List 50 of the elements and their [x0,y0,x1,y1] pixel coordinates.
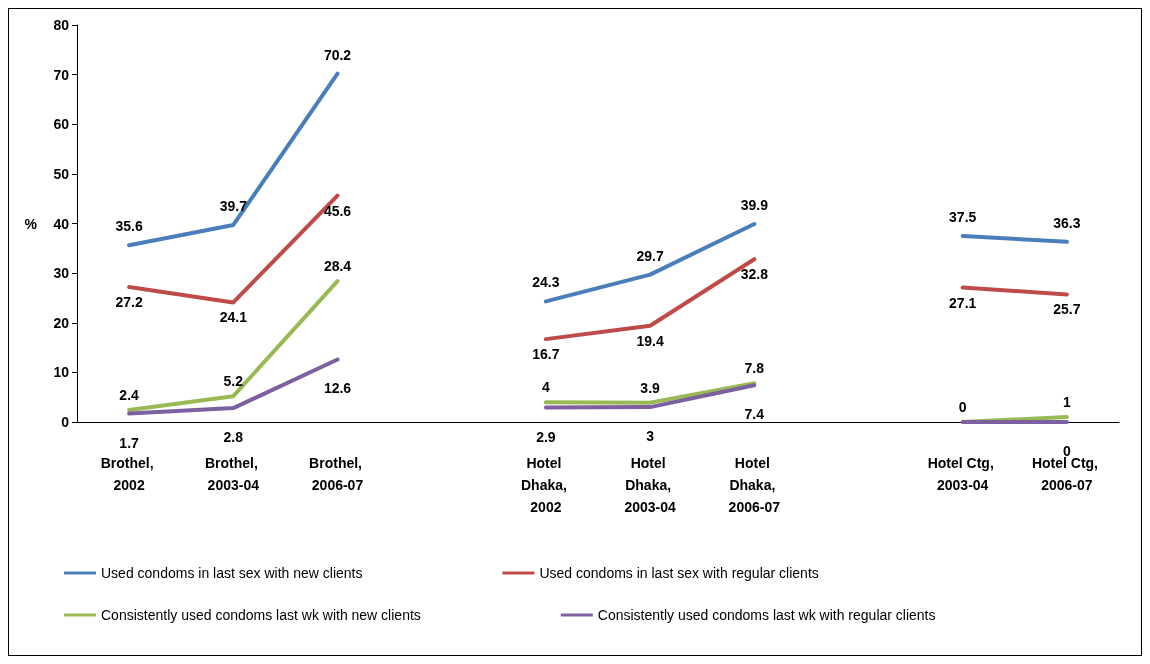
data-label: 27.1 [949,294,977,311]
data-label: 32.8 [740,266,769,283]
data-label: 27.2 [115,294,143,311]
data-label: 16.7 [532,346,560,363]
data-label: 35.6 [115,218,143,235]
data-label: 5.2 [223,373,244,390]
data-label: 3.9 [640,379,661,396]
y-axis-title: % [24,215,38,232]
y-tick-label: 80 [53,17,70,33]
data-label: 2.8 [223,429,244,446]
y-tick-label: 60 [53,116,70,133]
y-tick-label: 50 [53,165,70,182]
data-label: 2.4 [119,387,140,404]
x-tick-label: Hotel Dhaka, 2002 [520,455,571,515]
y-tick-label: 40 [53,215,70,232]
data-label: 1.7 [119,434,140,451]
data-label: 3 [646,428,655,445]
data-label: 37.5 [949,208,977,225]
y-tick-label: 70 [53,66,70,83]
legend-label: Consistently used condoms last wk with regular clients [597,607,936,623]
data-label: 24.3 [532,274,560,291]
y-tick-label: 10 [53,364,70,381]
data-label: 45.6 [323,202,352,219]
data-label: 1 [1063,394,1071,411]
x-tick-label: Brothel, 2003-04 [204,455,262,493]
data-label: 7.8 [744,360,765,377]
x-tick-label: Brothel, 2006-07 [309,455,366,493]
y-tick-label: 20 [53,314,70,331]
legend-label: Consistently used condoms last wk with new clients [101,607,421,623]
legend-label: Used condoms in last sex with new clients [101,565,363,581]
legend-label: Used condoms in last sex with regular clients [539,565,819,581]
data-label: 70.2 [323,46,352,63]
data-label: 39.9 [740,197,769,213]
x-tick-label: Brothel, 2002 [100,455,158,493]
data-label: 24.1 [219,309,248,326]
data-label: 12.6 [323,380,352,397]
y-tick-label: 30 [53,265,70,282]
y-tick-label: 0 [61,414,70,430]
x-tick-label: Hotel Ctg, 2003-04 [927,455,998,493]
data-label: 25.7 [1053,301,1081,318]
x-tick-label: Hotel Dhaka, 2006-07 [728,455,781,515]
data-label: 19.4 [636,332,664,349]
x-tick-label: Hotel Dhaka, 2003-04 [624,455,676,515]
data-label: 2.9 [536,428,556,445]
data-label: 7.4 [744,406,765,423]
data-label: 0 [958,399,967,415]
data-label: 29.7 [636,247,664,264]
data-label: 4 [542,379,550,396]
data-label: 36.3 [1053,214,1081,231]
data-label: 28.4 [323,258,352,275]
